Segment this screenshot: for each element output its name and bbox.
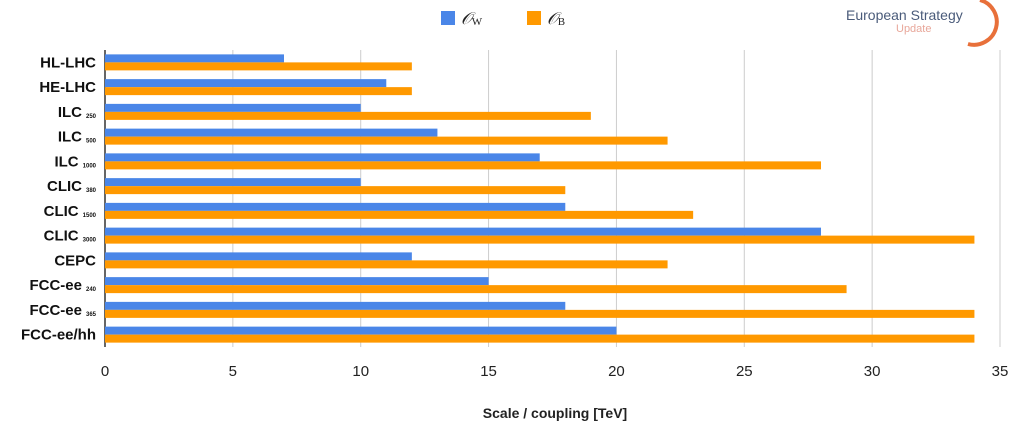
x-tick-label: 25 [736,363,753,380]
bar-W-0 [105,54,284,63]
bar-B-11 [105,334,975,343]
logo-title: European Strategy [846,7,963,23]
x-tick-label: 10 [352,363,369,380]
x-axis-title: Scale / coupling [TeV] [483,405,627,421]
bar-W-7 [105,227,821,236]
category-label: ILC 1000 [54,153,96,170]
category-name: ILC [58,129,82,146]
category-name: CLIC [44,203,79,220]
bar-W-6 [105,202,566,211]
x-tick-label: 5 [229,363,237,380]
bar-B-2 [105,111,591,120]
bar-W-2 [105,103,361,112]
bar-B-8 [105,260,668,269]
legend-subscript: B [558,16,565,28]
category-name: ILC [54,153,78,170]
bar-marks [105,54,975,343]
category-label: ILC 500 [58,129,97,146]
bar-B-10 [105,309,975,318]
bar-W-1 [105,79,387,88]
category-name: HL-LHC [40,54,96,71]
category-subscript: 250 [86,114,97,120]
category-subscript: 1500 [83,213,97,219]
category-subscript: 1000 [83,163,97,169]
bar-W-5 [105,178,361,187]
category-label: CLIC 3000 [44,228,97,245]
category-label: FCC-ee 365 [29,302,96,319]
bar-B-7 [105,235,975,244]
bar-W-10 [105,301,566,310]
x-tick-label: 35 [992,363,1009,380]
bar-W-8 [105,252,412,261]
category-subscript: 365 [86,312,97,318]
legend-swatch-B [527,11,541,25]
x-tick-label: 20 [608,363,625,380]
x-tick-label: 0 [101,363,109,380]
category-subscript: 240 [86,287,97,293]
bar-B-1 [105,87,412,96]
category-label: FCC-ee 240 [29,277,96,294]
x-axis-ticks: 0 5 10 15 20 25 30 35 [101,363,1009,380]
category-subscript: 380 [86,188,97,194]
legend: 𝒪W 𝒪B [441,9,565,28]
category-name: FCC-ee/hh [21,327,96,344]
bar-W-11 [105,326,617,335]
legend-swatch-W [441,11,455,25]
grid-lines [104,50,1001,347]
category-label: CLIC 380 [47,178,97,195]
category-name: FCC-ee [29,277,82,294]
category-subscript: 3000 [83,238,97,244]
category-label: HE-LHC [39,79,96,96]
category-name: CLIC [44,228,79,245]
bar-W-4 [105,153,540,162]
logo-subtitle: Update [896,23,932,35]
category-label: CLIC 1500 [44,203,97,220]
bar-B-9 [105,285,847,294]
x-tick-label: 30 [864,363,881,380]
category-name: FCC-ee [29,302,82,319]
logo-arc-icon [967,0,999,47]
bar-W-9 [105,277,489,286]
legend-subscript: W [472,16,483,28]
bar-B-0 [105,62,412,71]
legend-label-B: 𝒪B [547,9,565,28]
category-label: CEPC [54,252,96,269]
european-strategy-logo: European Strategy Update [838,0,1017,48]
bar-B-6 [105,210,694,219]
bar-B-3 [105,136,668,145]
x-tick-label: 15 [480,363,497,380]
bar-B-4 [105,161,821,170]
bar-B-5 [105,186,566,195]
bar-W-3 [105,128,438,137]
category-label: FCC-ee/hh [21,327,96,344]
category-name: CEPC [54,252,96,269]
category-name: HE-LHC [39,79,96,96]
legend-label-W: 𝒪W [461,9,483,28]
category-subscript: 500 [86,139,97,145]
category-label: HL-LHC [40,54,96,71]
category-label: ILC 250 [58,104,97,121]
category-name: CLIC [47,178,82,195]
category-name: ILC [58,104,82,121]
